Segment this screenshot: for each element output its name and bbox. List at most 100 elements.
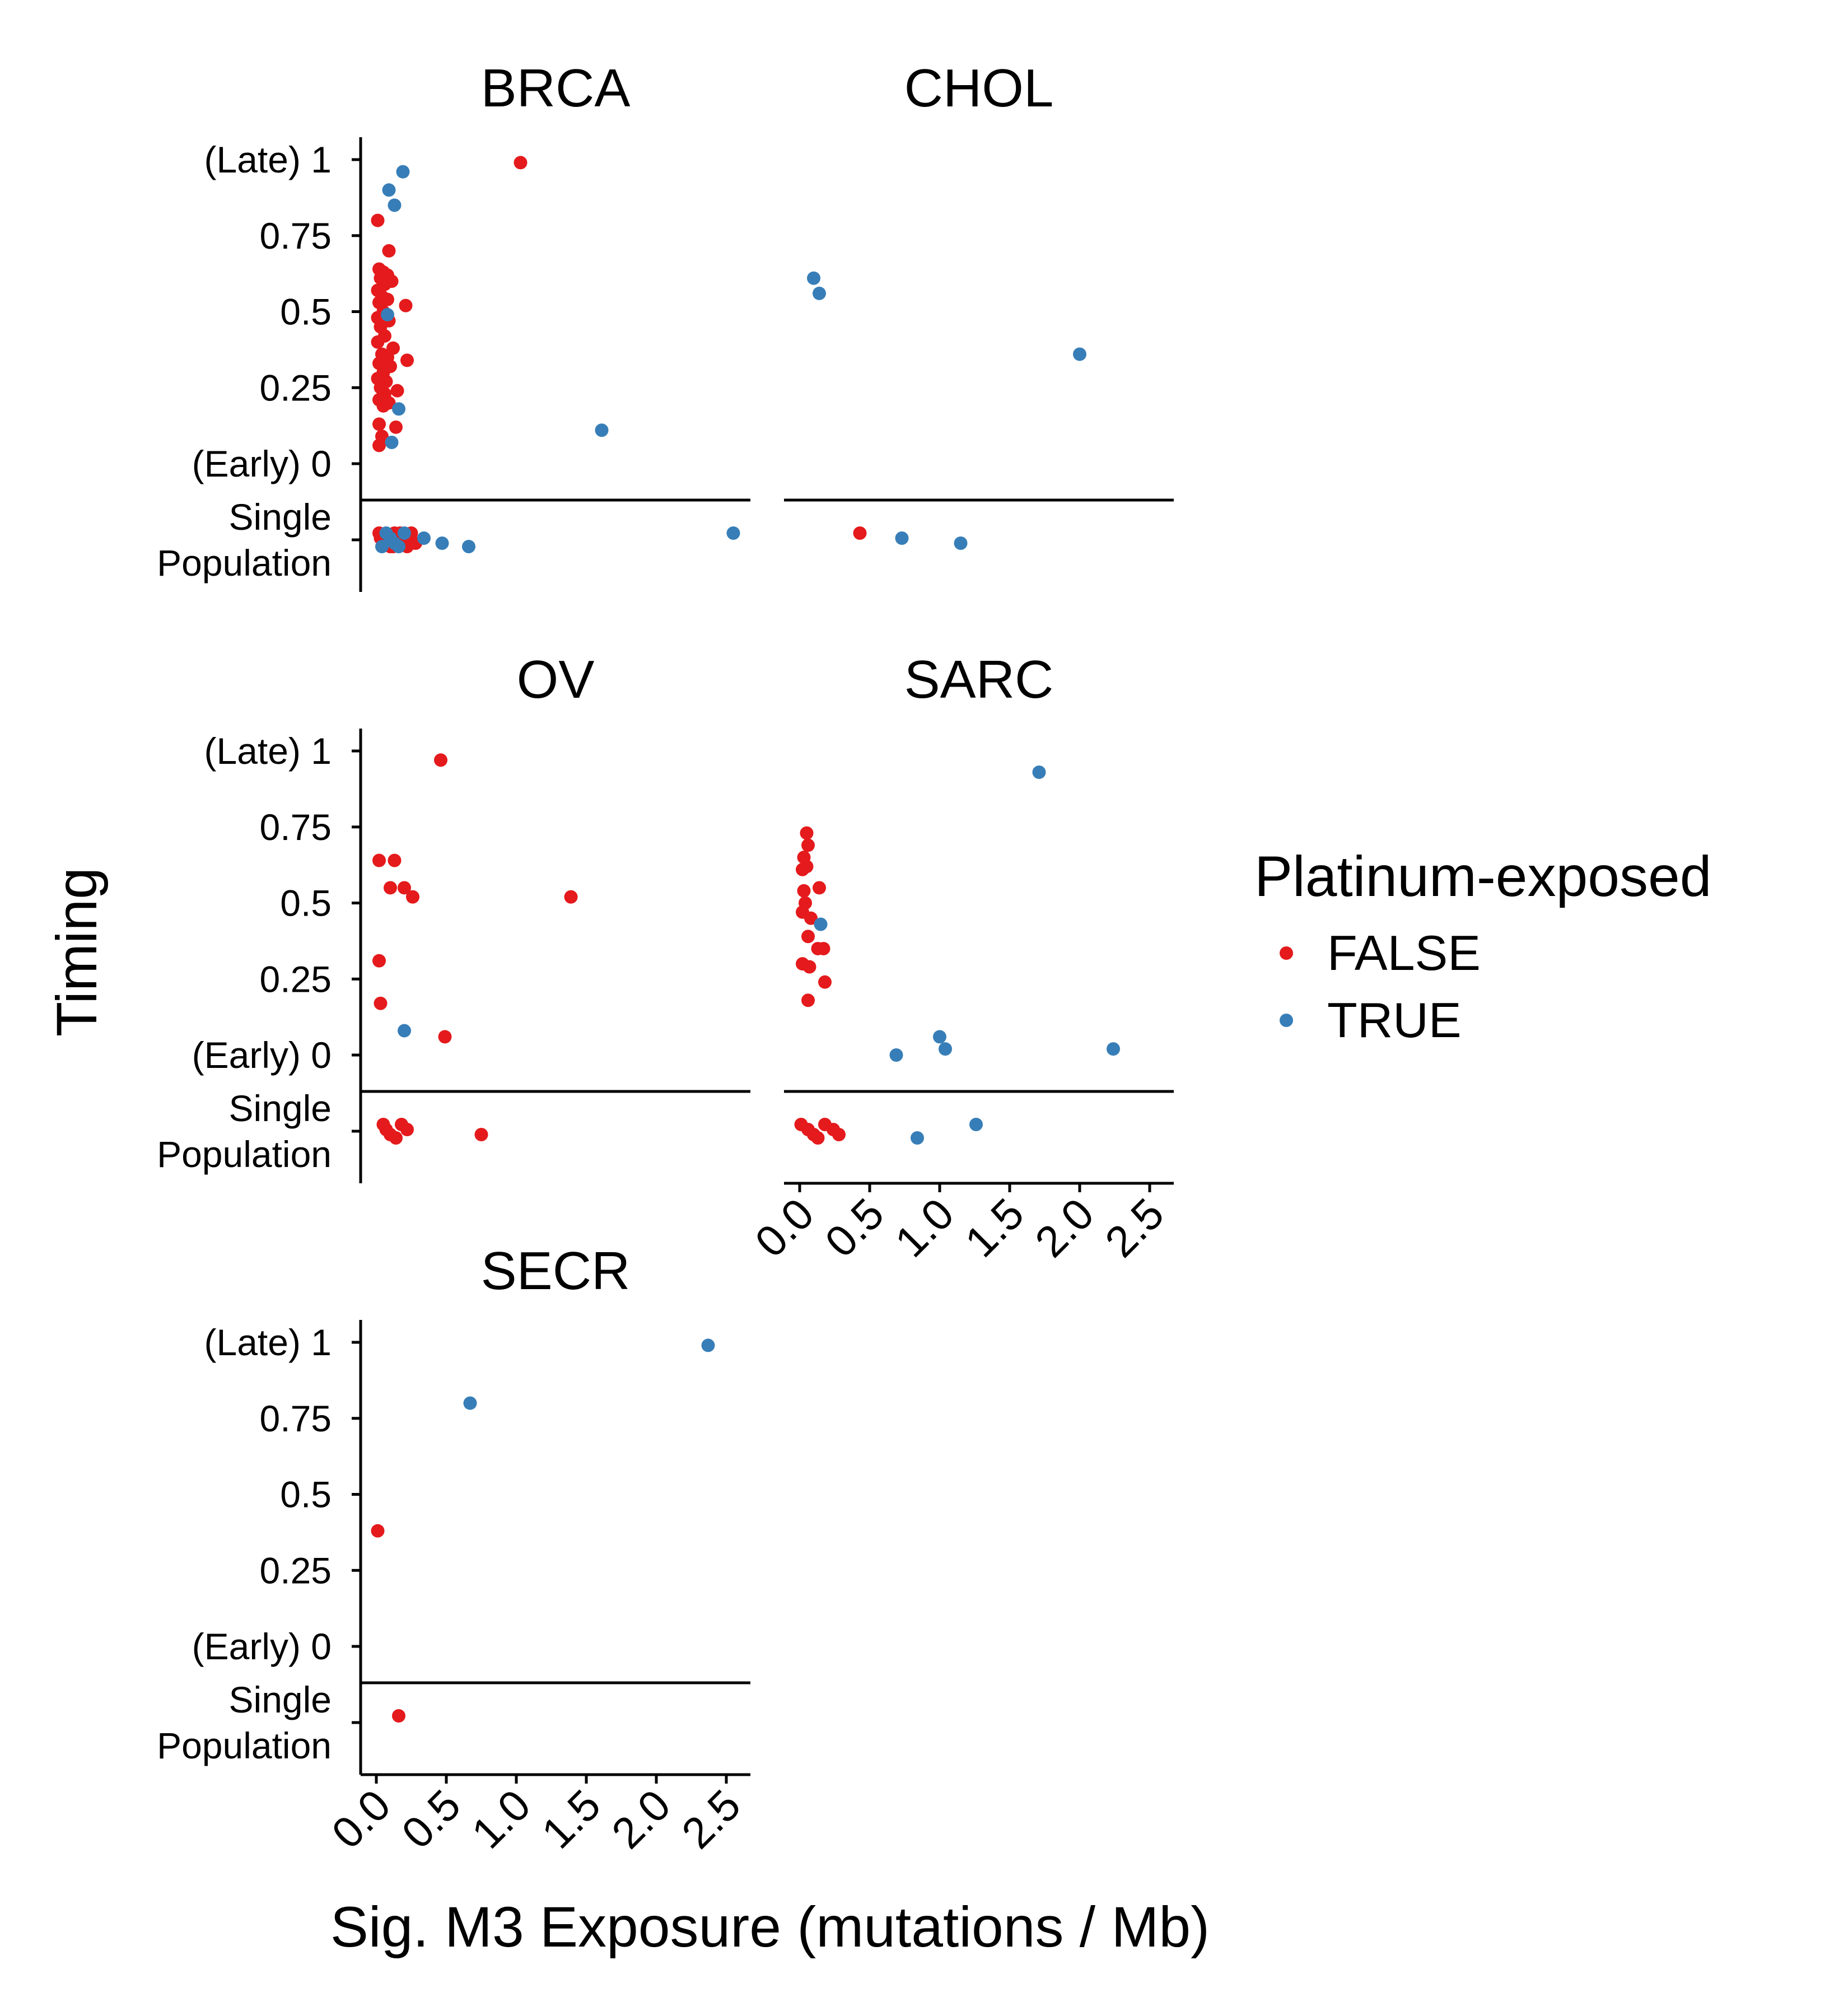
facet-title: SECR [481,1241,631,1301]
y-tick-label: 0.5 [280,883,332,924]
facet-title: CHOL [904,58,1054,118]
x-axis-title: Sig. M3 Exposure (mutations / Mb) [330,1895,1210,1959]
data-point [1107,1042,1120,1056]
data-point [372,417,386,431]
data-point-single-population [375,540,389,553]
data-point [814,917,828,931]
y-tick-label: Single [229,1679,332,1720]
data-point [374,996,388,1010]
facet-panel-ov: OV (Early) 0 0.25 0.5 0.75 (Late) 1 SinglePopu… [157,650,750,1183]
data-point-single-population [400,1123,414,1136]
y-tick-label: (Late) 1 [204,730,332,772]
data-point [381,307,394,321]
y-tick-label: (Late) 1 [204,139,332,180]
y-tick-label: 0.75 [260,1398,332,1439]
x-tick-label: 1.5 [955,1189,1033,1267]
y-tick-label: (Early) 0 [192,443,332,484]
data-point [384,881,397,895]
data-point [801,993,815,1007]
x-tick-label: 2.5 [1095,1189,1173,1267]
data-point [818,975,832,989]
x-tick-label: 2.0 [1025,1189,1103,1267]
y-tick-label: Single [229,1088,332,1129]
data-point [382,183,396,197]
y-tick-label: Population [157,1133,332,1175]
legend-title: Platinum-exposed [1254,844,1711,908]
data-point [382,244,396,258]
data-point-single-population [811,1131,825,1145]
x-tick-label: 0.0 [745,1189,823,1267]
data-point-single-population [462,540,475,553]
y-tick-label: Single [229,496,332,538]
data-point [801,930,815,944]
data-point-single-population [969,1118,983,1131]
data-point-single-population [435,536,449,550]
y-tick-label: Population [157,542,332,584]
facet-title: BRCA [481,58,631,118]
data-point [371,1524,385,1538]
facet-panels: BRCA(Early) 00.250.50.75(Late) 1SinglePo… [157,58,1174,1858]
data-point-single-population [954,536,968,550]
data-point-single-population [853,526,867,540]
data-point [807,271,820,285]
x-tick-label: 1.5 [532,1780,610,1858]
data-point [939,1042,952,1056]
facet-panel-secr: SECR (Early) 0 0.25 0.5 0.75 (Late) 1 Single Po… [157,1241,750,1858]
data-point [376,399,390,413]
data-point [372,954,386,968]
y-tick-label: 0.25 [260,367,332,408]
data-point [389,420,403,434]
data-point [1073,347,1086,361]
legend: Platinum-exposed FALSE TRUE [1254,844,1711,1048]
data-point-single-population [911,1131,924,1145]
data-point [385,435,399,449]
data-point [796,862,809,876]
data-point [406,890,419,904]
data-point [701,1338,715,1352]
data-point [390,384,404,398]
x-tick-label: 0.0 [322,1780,400,1858]
data-point [804,911,818,925]
data-point [802,960,816,974]
data-point [400,353,414,367]
x-tick-label: 0.5 [815,1189,893,1267]
data-point [889,1048,903,1062]
x-tick-label: 1.0 [462,1780,540,1858]
data-point-single-population [895,531,909,545]
data-point [463,1396,477,1410]
x-tick-label: 2.5 [672,1780,750,1858]
y-tick-label: 0.25 [260,958,332,1000]
data-point [813,881,826,895]
data-point-single-population [832,1128,846,1141]
y-tick-label: (Early) 0 [192,1626,332,1667]
facet-title: SARC [904,650,1054,710]
data-point-single-population [474,1128,488,1141]
y-tick-label: 0.75 [260,215,332,256]
data-point [388,853,402,867]
data-point [800,826,814,840]
data-point [797,884,811,898]
legend-true-marker [1280,1014,1293,1027]
facet-title: OV [517,650,595,710]
legend-false-marker [1280,946,1293,960]
data-point [514,156,528,170]
y-tick-label: (Early) 0 [192,1034,332,1076]
data-point [813,286,826,300]
data-point [1032,766,1046,780]
data-point [371,335,385,349]
facet-panel-chol: CHOL [784,58,1174,550]
x-tick-label: 2.0 [602,1780,680,1858]
data-point [595,423,609,437]
data-point [398,1024,411,1038]
data-point [372,438,386,452]
y-tick-label: (Late) 1 [204,1322,332,1363]
data-point [564,890,578,904]
data-point-single-population [389,1131,403,1145]
facet-panel-brca: BRCA (Early) 0 0.25 0.5 0.75 (Late) 1 SinglePo… [157,58,750,592]
data-point [434,753,447,767]
data-point-single-population [726,526,740,540]
data-point [816,941,830,955]
data-point [399,298,413,312]
data-point [396,165,410,179]
